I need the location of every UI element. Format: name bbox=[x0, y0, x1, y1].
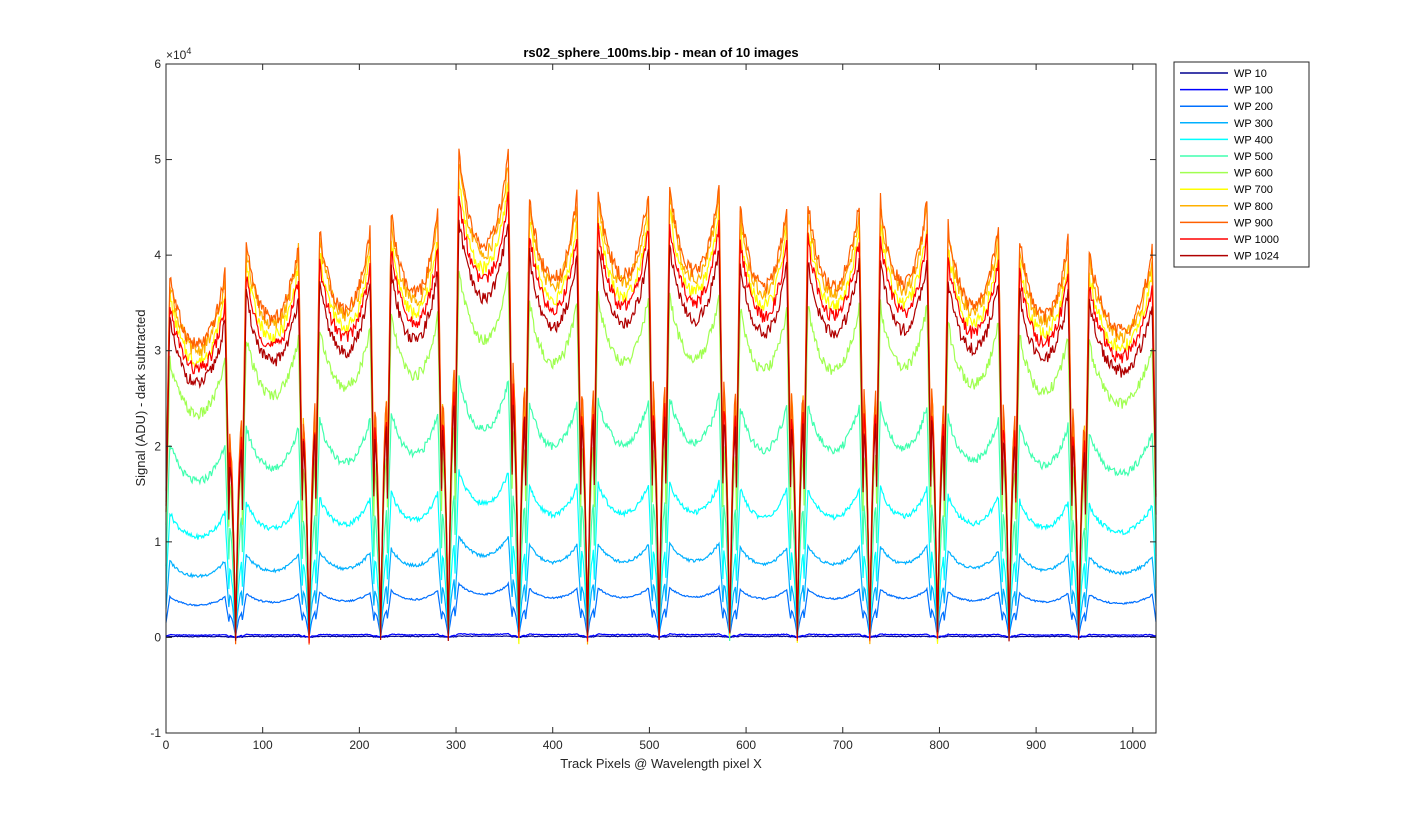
y-tick-label: 4 bbox=[154, 248, 161, 262]
plot-frame bbox=[165, 63, 1157, 734]
x-tick-label: 900 bbox=[1026, 738, 1046, 752]
x-tick-label: 100 bbox=[253, 738, 273, 752]
y-tick-label: 1 bbox=[154, 535, 161, 549]
legend-entry: WP 200 bbox=[1234, 101, 1273, 113]
y-tick-label: 2 bbox=[154, 439, 161, 453]
series-line bbox=[165, 469, 1157, 640]
y-exponent-label: ×104 bbox=[166, 46, 191, 62]
series-line bbox=[165, 375, 1157, 642]
y-exponent-base: ×10 bbox=[166, 48, 187, 62]
y-exponent-power: 4 bbox=[186, 46, 191, 56]
legend-entry: WP 600 bbox=[1234, 168, 1273, 180]
legend-entry: WP 10 bbox=[1234, 68, 1267, 80]
x-tick-label: 400 bbox=[543, 738, 563, 752]
legend-entry: WP 1024 bbox=[1234, 251, 1279, 263]
y-tick-label: 3 bbox=[154, 344, 161, 358]
x-axis-label: Track Pixels @ Wavelength pixel X bbox=[560, 756, 762, 771]
legend-entry: WP 300 bbox=[1234, 118, 1273, 130]
y-tick-label: 6 bbox=[154, 57, 161, 71]
legend: WP 10 WP 100 WP 200 WP 300 WP 400 WP 500 WP 60… bbox=[1173, 61, 1310, 268]
y-tick-label: -1 bbox=[150, 726, 161, 740]
y-tick-label: 5 bbox=[154, 153, 161, 167]
series-line bbox=[165, 219, 1157, 642]
plot-lines bbox=[165, 148, 1157, 645]
y-tick-label: 0 bbox=[154, 630, 161, 644]
x-tick-label: 0 bbox=[163, 738, 170, 752]
y-axis: -1 0 1 2 3 4 5 6 bbox=[150, 57, 1156, 740]
legend-entry: WP 500 bbox=[1234, 151, 1273, 163]
series-line bbox=[165, 635, 1157, 639]
series-line bbox=[165, 535, 1157, 639]
x-axis: 0 100 200 300 400 500 600 700 800 900 1000 bbox=[163, 64, 1146, 752]
x-tick-label: 600 bbox=[736, 738, 756, 752]
series-line bbox=[165, 632, 1157, 639]
legend-entry: WP 100 bbox=[1234, 85, 1273, 97]
y-axis-label: Signal (ADU) - dark subtracted bbox=[133, 309, 148, 486]
legend-entry: WP 900 bbox=[1234, 217, 1273, 229]
legend-entry: WP 700 bbox=[1234, 184, 1273, 196]
legend-entry: WP 1000 bbox=[1234, 234, 1279, 246]
x-tick-label: 300 bbox=[446, 738, 466, 752]
x-tick-label: 1000 bbox=[1119, 738, 1146, 752]
x-tick-label: 700 bbox=[833, 738, 853, 752]
legend-entry: WP 400 bbox=[1234, 134, 1273, 146]
x-tick-label: 800 bbox=[929, 738, 949, 752]
x-tick-label: 500 bbox=[639, 738, 659, 752]
chart-title: rs02_sphere_100ms.bip - mean of 10 image… bbox=[523, 45, 798, 60]
plot-area bbox=[166, 64, 1156, 733]
x-tick-label: 200 bbox=[349, 738, 369, 752]
series-line bbox=[165, 581, 1157, 639]
legend-entry: WP 800 bbox=[1234, 201, 1273, 213]
legend-box bbox=[1173, 61, 1310, 268]
